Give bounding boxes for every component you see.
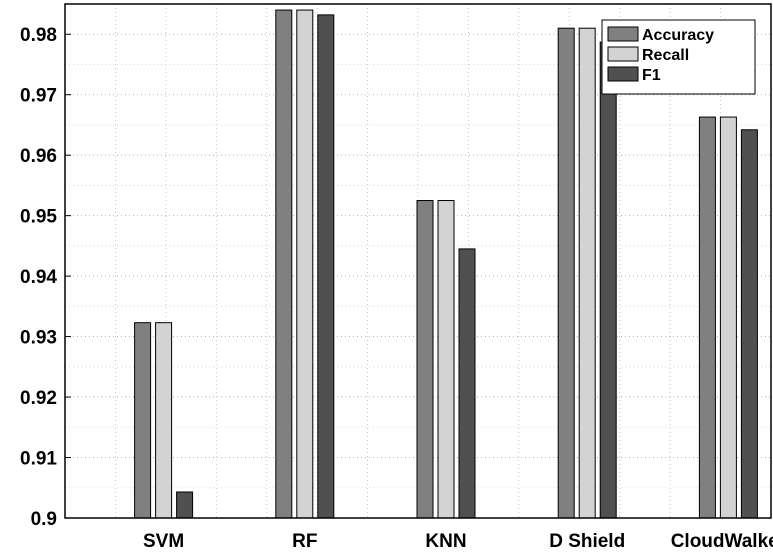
x-tick-label: KNN xyxy=(425,531,466,552)
legend-label-f1: F1 xyxy=(642,67,661,84)
bar-accuracy-svm xyxy=(134,322,152,519)
x-tick-label: D Shield xyxy=(549,531,625,552)
bar-accuracy-knn xyxy=(416,200,434,519)
legend: Accuracy Recall F1 xyxy=(601,19,756,95)
legend-swatch-accuracy xyxy=(607,26,639,42)
bar-recall-d-shield xyxy=(578,27,596,519)
plot-frame xyxy=(64,3,772,519)
y-tick-label: 0.96 xyxy=(20,146,57,167)
x-tick-label: CloudWalker xyxy=(671,531,773,552)
y-axis: 0.9 0.91 0.92 0.93 0.94 0.95 0.96 0.97 0.98 xyxy=(20,25,71,530)
x-tick-label: RF xyxy=(292,531,317,552)
bar-accuracy-rf xyxy=(275,9,293,519)
y-tick-label: 0.98 xyxy=(20,25,57,46)
bar-recall-knn xyxy=(437,200,455,519)
legend-swatch-recall xyxy=(607,46,639,62)
y-tick-label: 0.91 xyxy=(20,449,57,470)
bar-f1-svm xyxy=(176,491,194,519)
bar-f1-d-shield xyxy=(599,41,617,519)
y-tick-label: 0.9 xyxy=(31,509,57,530)
x-tick-label: SVM xyxy=(143,531,184,552)
x-axis: SVM RF KNN D Shield CloudWalker xyxy=(143,531,773,552)
bar-f1-cloudwalker xyxy=(740,129,758,519)
legend-swatch-f1 xyxy=(607,66,639,82)
bars xyxy=(134,9,758,519)
y-tick-label: 0.94 xyxy=(20,267,57,288)
bar-accuracy-cloudwalker xyxy=(698,116,716,519)
bar-f1-rf xyxy=(317,14,335,519)
legend-label-recall: Recall xyxy=(642,47,689,64)
bar-accuracy-d-shield xyxy=(557,27,575,519)
legend-label-accuracy: Accuracy xyxy=(642,27,714,44)
bar-recall-rf xyxy=(296,9,314,519)
bar-f1-knn xyxy=(458,248,476,519)
y-tick-label: 0.97 xyxy=(20,86,57,107)
y-tick-label: 0.92 xyxy=(20,388,57,409)
bar-recall-svm xyxy=(155,322,173,519)
bar-recall-cloudwalker xyxy=(719,116,737,519)
y-tick-label: 0.95 xyxy=(20,207,57,228)
y-tick-label: 0.93 xyxy=(20,328,57,349)
